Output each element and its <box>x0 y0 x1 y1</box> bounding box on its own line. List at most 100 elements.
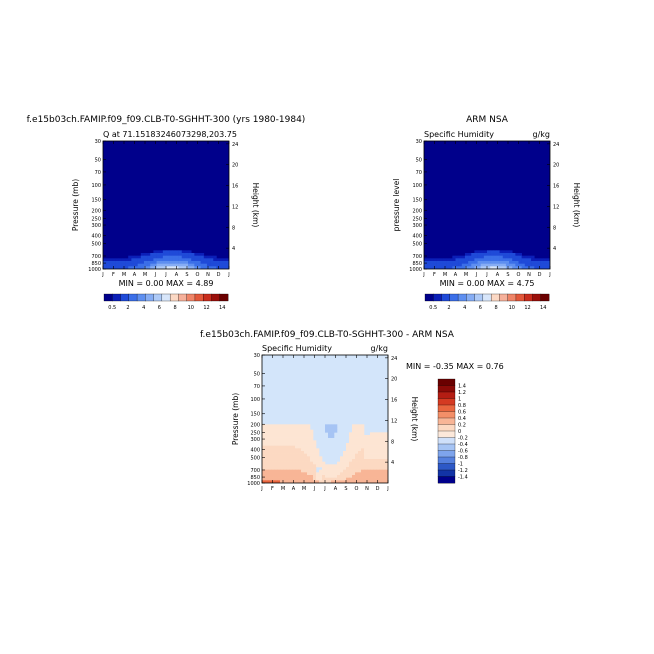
field-cell <box>286 456 290 460</box>
x-tick-label: M <box>281 486 285 492</box>
field-cell <box>379 456 383 460</box>
field-cell <box>358 443 362 446</box>
field-cell <box>337 464 341 468</box>
field-cell <box>225 258 229 262</box>
field-cell <box>292 453 296 457</box>
field-cell <box>277 437 281 441</box>
field-cell <box>280 443 284 446</box>
field-cell <box>518 261 522 264</box>
field-cell <box>367 456 371 460</box>
field-cell <box>277 427 281 430</box>
field-cell <box>442 263 447 267</box>
y-tick-label: 200 <box>412 208 422 214</box>
field-cell <box>268 437 272 441</box>
field-cell <box>307 480 311 483</box>
field-cell <box>307 424 311 428</box>
colorbar-swatch <box>437 469 456 477</box>
colorbar-swatch <box>203 293 212 302</box>
field-cell <box>355 459 359 462</box>
field-cell <box>147 255 151 259</box>
field-cell <box>349 453 353 457</box>
field-cell <box>382 459 386 462</box>
field-cell <box>346 448 350 452</box>
field-cell <box>331 469 335 473</box>
field-cell <box>433 263 437 267</box>
field-cell <box>382 461 386 465</box>
y-tick-label: 70 <box>95 170 101 176</box>
field-cell <box>298 424 302 428</box>
field-cell <box>364 480 368 483</box>
field-cell <box>188 266 192 269</box>
field-cell <box>376 456 380 460</box>
field-cell <box>143 255 148 259</box>
field-cell <box>322 461 326 465</box>
field-cell <box>310 437 314 441</box>
field-cell <box>502 266 507 269</box>
field-cell <box>153 266 157 269</box>
field-cell <box>313 472 317 476</box>
field-cell <box>361 467 365 470</box>
field-cell <box>274 472 278 476</box>
field-cell <box>115 258 120 262</box>
field-cell <box>490 263 494 267</box>
field-cell <box>531 266 535 269</box>
field-cell <box>159 261 164 264</box>
field-cell <box>289 469 293 473</box>
field-cell <box>286 459 290 462</box>
field-cell <box>340 469 344 473</box>
field-cell <box>385 459 388 462</box>
field-cell <box>349 480 353 483</box>
field-cell <box>292 469 296 473</box>
x-tick-label: S <box>185 272 188 278</box>
field-cell <box>225 266 229 269</box>
colorbar-label: -0.6 <box>458 449 468 455</box>
field-cell <box>307 448 311 452</box>
x-tick-label: S <box>506 272 509 278</box>
field-cell <box>301 464 305 468</box>
field-cell <box>531 255 535 259</box>
field-cell <box>382 445 386 449</box>
field-cell <box>197 263 201 267</box>
field-cell <box>274 443 278 446</box>
field-cell <box>436 266 441 269</box>
field-cell <box>352 477 356 481</box>
field-cell <box>319 464 323 468</box>
field-cell <box>358 440 362 444</box>
x-tick-label: A <box>496 272 500 278</box>
colorbar-label: 2 <box>126 305 129 311</box>
field-cell <box>358 472 362 476</box>
field-cell <box>352 443 356 446</box>
field-cell <box>464 258 469 262</box>
field-cell <box>181 255 186 259</box>
field-cell <box>280 456 284 460</box>
field-cell <box>358 427 362 430</box>
field-cell <box>531 263 535 267</box>
field-cell <box>289 443 293 446</box>
field-cell <box>265 435 269 438</box>
field-cell <box>271 472 275 476</box>
field-cell <box>271 456 275 460</box>
field-cell <box>268 459 272 462</box>
field-cell <box>364 461 368 465</box>
field-cell <box>487 250 491 254</box>
field-cell <box>109 261 113 264</box>
colorbar-swatch <box>437 385 456 393</box>
field-cell <box>277 424 281 428</box>
panel-diff: f.e15b03ch.FAMIP.f09_f09.CLB-T0-SGHHT-30… <box>200 330 504 492</box>
field-cell <box>103 263 107 267</box>
field-cell <box>487 258 491 262</box>
field-cell <box>483 253 488 256</box>
field-cell <box>191 263 195 267</box>
field-cell <box>295 448 299 452</box>
field-cell <box>349 432 353 436</box>
field-cell <box>304 461 308 465</box>
field-cell <box>178 258 183 262</box>
field-cell <box>134 266 138 269</box>
field-cell <box>322 472 326 476</box>
field-cell <box>191 261 195 264</box>
field-cell <box>271 459 275 462</box>
field-cell <box>349 467 353 470</box>
field-cell <box>527 258 532 262</box>
field-cell <box>206 261 211 264</box>
